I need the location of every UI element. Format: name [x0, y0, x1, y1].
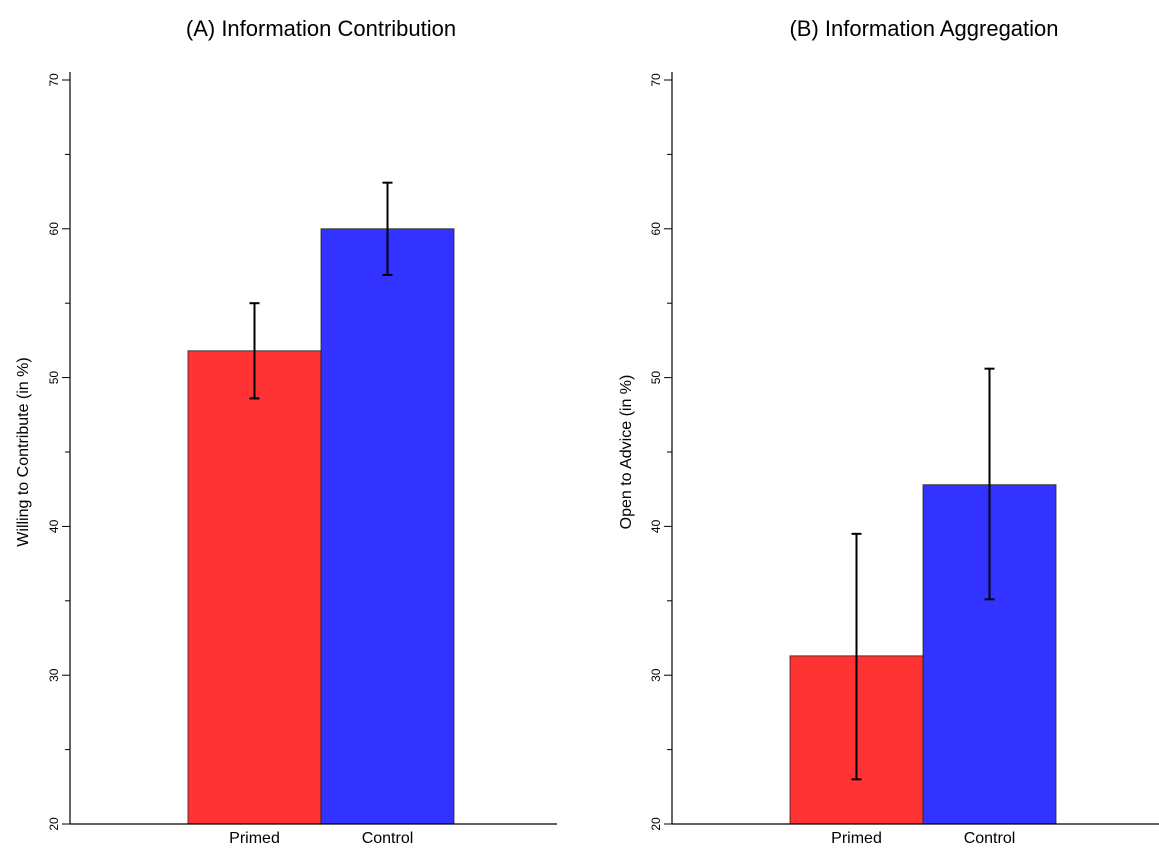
y-axis-label: Open to Advice (in %) — [618, 375, 635, 530]
y-axis-label: Willing to Contribute (in %) — [15, 357, 32, 546]
x-tick-label-primed: Primed — [831, 830, 882, 847]
y-tick-label: 20 — [649, 817, 663, 831]
y-tick-label: 20 — [47, 817, 61, 831]
y-tick-label: 40 — [649, 519, 663, 533]
x-tick-label-control: Control — [362, 830, 414, 847]
y-tick-label: 70 — [649, 73, 663, 87]
panel-a: (A) Information Contribution Willing to C… — [15, 16, 557, 847]
chart-title: (A) Information Contribution — [186, 16, 456, 41]
y-tick-label: 40 — [47, 519, 61, 533]
y-tick-label: 30 — [649, 668, 663, 682]
error-bar-primed — [851, 532, 862, 781]
y-tick-label: 60 — [47, 222, 61, 236]
error-bar-primed — [249, 302, 260, 400]
chart-title: (B) Information Aggregation — [789, 16, 1058, 41]
y-tick-label: 50 — [47, 371, 61, 385]
y-tick-label: 70 — [47, 73, 61, 87]
bar-control — [320, 228, 455, 825]
panel-b: (B) Information Aggregation Open to Advic… — [618, 16, 1159, 847]
error-bar-control — [984, 367, 995, 601]
bar-primed — [187, 350, 322, 825]
y-tick-label: 60 — [649, 222, 663, 236]
x-tick-label-control: Control — [964, 830, 1016, 847]
x-tick-label-primed: Primed — [229, 830, 280, 847]
y-tick-label: 30 — [47, 668, 61, 682]
y-tick-label: 50 — [649, 371, 663, 385]
error-bar-control — [382, 181, 393, 276]
